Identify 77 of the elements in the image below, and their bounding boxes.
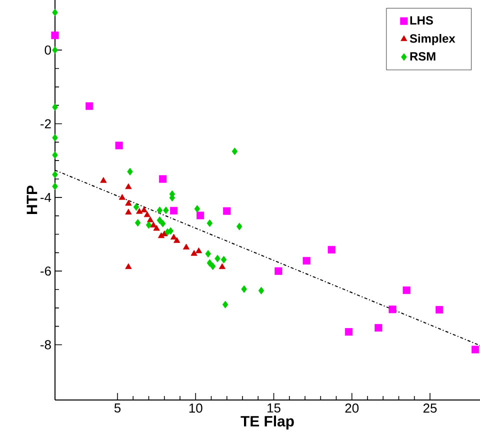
point: [182, 244, 190, 250]
point: [205, 250, 212, 258]
point: [52, 103, 58, 111]
point: [223, 207, 231, 215]
point: [125, 183, 132, 190]
point: [163, 206, 169, 214]
point: [328, 246, 336, 254]
x-tick-label: 20: [345, 404, 359, 413]
point: [402, 286, 410, 294]
point: [52, 170, 58, 178]
point: [170, 206, 178, 214]
point: [344, 328, 353, 336]
point: [190, 250, 198, 256]
y-tick-label: -2: [40, 119, 51, 128]
point: [115, 142, 123, 150]
point: [52, 151, 58, 159]
x-tick-label: 10: [189, 404, 202, 413]
point: [100, 177, 107, 183]
point: [51, 32, 59, 40]
point: [241, 285, 247, 293]
point: [125, 263, 132, 270]
point: [206, 259, 213, 267]
y-tick-label: -6: [40, 266, 51, 276]
point: [52, 134, 58, 142]
point: [52, 46, 58, 54]
point: [195, 247, 202, 254]
y-tick-label: 0: [44, 46, 51, 55]
point: [118, 194, 126, 200]
point: [374, 324, 382, 332]
x-axis-title: TE Flap: [240, 416, 294, 430]
point: [146, 221, 152, 229]
point: [156, 206, 163, 214]
x-tick-label: 5: [114, 404, 121, 413]
point: [196, 212, 204, 220]
point: [174, 237, 180, 243]
point: [302, 256, 310, 265]
point: [133, 203, 140, 211]
legend-label: RSM: [410, 52, 436, 61]
point: [86, 102, 94, 110]
point: [52, 182, 58, 190]
point: [236, 222, 242, 230]
point: [147, 216, 154, 222]
point: [436, 306, 444, 314]
y-axis-title: HTP: [26, 186, 38, 214]
point: [218, 263, 226, 270]
point: [136, 208, 143, 214]
point: [159, 175, 167, 183]
point: [156, 216, 163, 224]
point: [153, 224, 160, 231]
point: [160, 220, 166, 228]
x-tick-label: 15: [268, 404, 280, 413]
point: [214, 254, 220, 262]
point: [134, 219, 141, 227]
point: [170, 234, 178, 240]
point: [258, 286, 264, 294]
point: [222, 300, 228, 308]
point: [52, 8, 58, 16]
point: [210, 262, 216, 270]
point: [388, 306, 396, 314]
y-tick-label: -4: [40, 192, 52, 202]
point: [194, 205, 200, 213]
point: [144, 211, 150, 218]
point: [220, 256, 227, 264]
point: [125, 208, 132, 215]
point: [168, 227, 174, 235]
y-tick-label: -8: [40, 340, 51, 350]
legend-label: LHS: [410, 16, 433, 25]
point: [127, 168, 133, 176]
point: [274, 267, 282, 275]
point: [125, 200, 132, 206]
legend-label: Simplex: [410, 34, 456, 46]
point: [140, 206, 148, 212]
x-tick-label: 25: [423, 404, 437, 413]
point: [206, 219, 213, 227]
point: [232, 148, 238, 156]
point: [150, 222, 157, 228]
point: [472, 346, 480, 354]
